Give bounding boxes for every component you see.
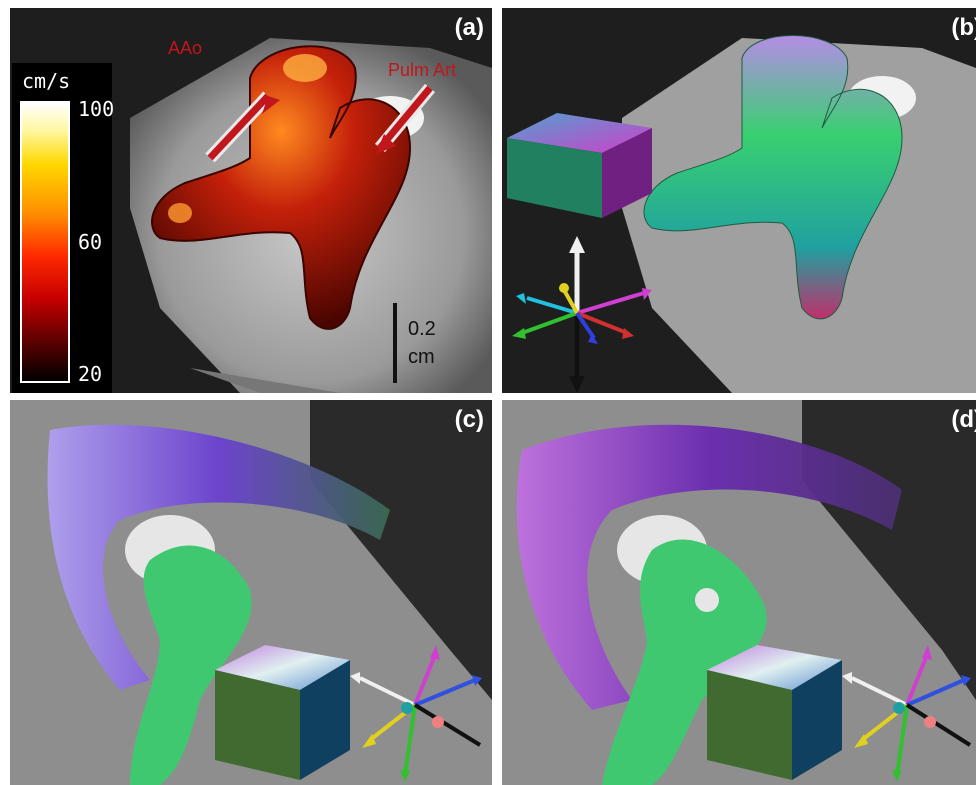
velocity-colorbar: cm/s 100 60 20 [12, 63, 115, 393]
scale-bar-value: 0.2 [408, 318, 436, 340]
colorbar-unit: cm/s [22, 69, 71, 93]
aortic-arch-flow [516, 424, 902, 710]
aao-arrow [207, 93, 271, 161]
colorbar-tick-mid: 60 [78, 230, 103, 254]
axis-arrows-icon [350, 645, 482, 782]
axis-arrows-icon [842, 645, 972, 782]
pulm-art-arrow [377, 85, 433, 151]
panel-d-image [502, 400, 976, 785]
panel-b-label: (b) [951, 14, 976, 41]
aorta-flow-tube [643, 35, 903, 320]
axis-arrows-icon [512, 236, 652, 393]
pulmonary-flow [130, 545, 252, 785]
scale-bar [393, 303, 397, 383]
panel-b-image [502, 8, 976, 393]
panel-c-label: (c) [454, 406, 484, 433]
panel-c-direction-coded: (c) [10, 400, 492, 785]
rgb-cube-icon [707, 645, 842, 780]
panel-a-label: (a) [454, 14, 484, 41]
panel-d-direction-coded: (d) [502, 400, 976, 785]
panel-b-direction-coded: (b) [502, 8, 976, 393]
panel-d-label: (d) [951, 406, 976, 433]
colorbar-tick-max: 100 [78, 97, 115, 121]
pulm-art-label: Pulm Art [388, 60, 457, 80]
scale-bar-unit: cm [408, 346, 435, 368]
panel-c-image [10, 400, 492, 785]
rgb-cube-icon [507, 113, 652, 218]
colorbar-tick-min: 20 [78, 362, 103, 386]
colorbar-gradient [20, 101, 70, 383]
aortic-arch-flow [47, 424, 390, 690]
aao-label: AAo [168, 38, 203, 58]
rgb-cube-icon [215, 645, 350, 780]
aorta-flow-tube [151, 45, 412, 330]
pulmonary-flow [602, 539, 767, 785]
